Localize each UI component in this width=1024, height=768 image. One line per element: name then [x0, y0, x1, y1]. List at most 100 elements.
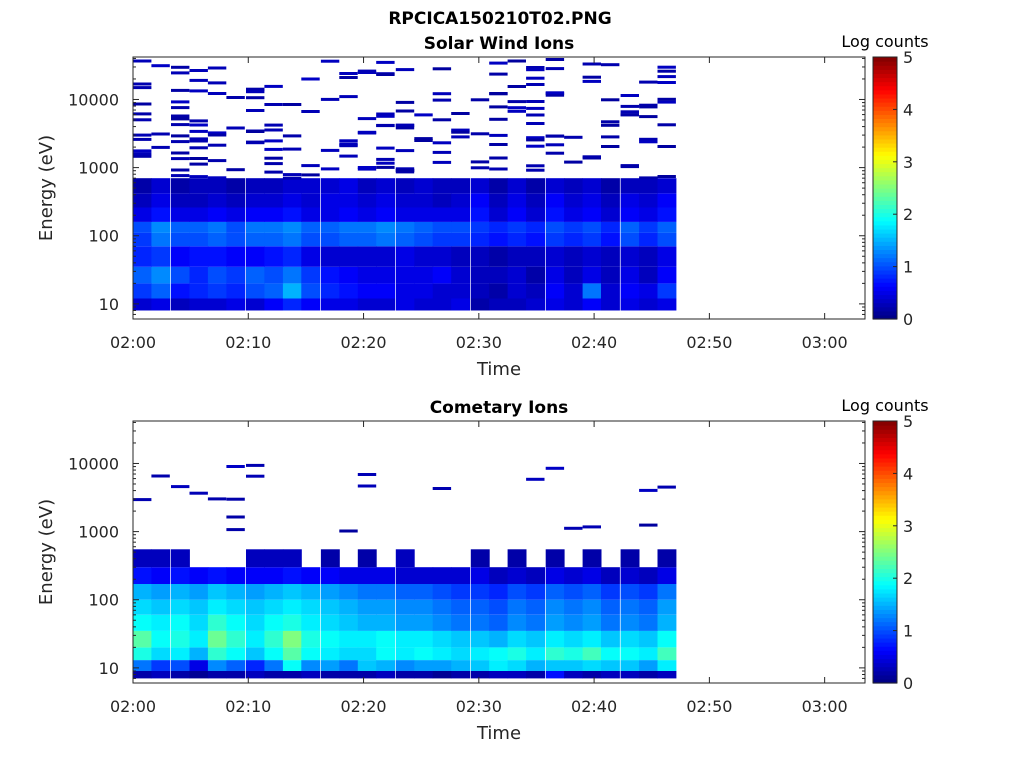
sparse-count-line [526, 68, 545, 72]
heatmap-cell [171, 599, 190, 615]
heatmap-cell [489, 246, 509, 267]
heatmap-cell [207, 647, 227, 661]
heatmap-cell [545, 221, 565, 233]
heatmap-cell [620, 567, 640, 584]
heatmap-cell [470, 584, 490, 600]
colorbar-step [873, 61, 897, 66]
heatmap-cell [564, 266, 583, 284]
heatmap-cell [339, 246, 359, 267]
heatmap-cell [526, 266, 545, 284]
heatmap-cell [601, 232, 620, 247]
sparse-count-line [264, 156, 283, 160]
heatmap-cell [320, 266, 340, 284]
colorbar-step [873, 89, 897, 95]
colorbar-step [873, 192, 897, 197]
sparse-count-line [189, 139, 208, 143]
sparse-count-line [657, 145, 676, 148]
heatmap-cell [357, 221, 377, 233]
heatmap-cell [339, 647, 359, 661]
heatmap-cell [489, 283, 509, 299]
heatmap-cell [526, 193, 545, 208]
y-tick-label: 1000 [78, 159, 119, 178]
heatmap-cell [133, 549, 152, 568]
sparse-count-line [657, 69, 676, 73]
heatmap-cell [620, 549, 640, 568]
sparse-count-line [246, 96, 265, 100]
colorbar-tick-label: 3 [903, 153, 913, 172]
sparse-count-line [189, 175, 208, 179]
heatmap-cell [545, 232, 565, 247]
heatmap-cell [489, 614, 509, 631]
sparse-count-line [451, 135, 470, 139]
sparse-count-line [151, 474, 170, 478]
heatmap-cell [151, 599, 171, 615]
sparse-count-line [189, 157, 208, 160]
heatmap-cell [564, 647, 583, 661]
sparse-count-line [545, 91, 565, 95]
heatmap-cell [414, 671, 434, 679]
sparse-count-line [282, 176, 302, 180]
heatmap-cell [282, 671, 302, 679]
heatmap-cell [414, 584, 434, 600]
sparse-count-line [246, 90, 265, 94]
heatmap-cell [301, 266, 321, 284]
colorbar-step [873, 282, 897, 287]
colorbar-step [873, 269, 897, 275]
sparse-count-line [171, 174, 190, 178]
heatmap-cell [376, 221, 396, 233]
colorbar-step [873, 584, 897, 590]
heatmap-cell [395, 193, 415, 208]
sparse-count-line [620, 110, 639, 114]
heatmap-cell [151, 567, 171, 584]
sparse-count-line [639, 176, 658, 180]
colorbar-step [873, 605, 897, 610]
colorbar-step [873, 220, 897, 226]
sparse-count-line [320, 59, 340, 63]
sparse-count-line [620, 94, 639, 97]
sparse-count-line [564, 526, 583, 530]
x-tick-label: 02:00 [110, 333, 156, 352]
colorbar-step [873, 163, 897, 169]
sparse-count-line [489, 72, 508, 76]
sparse-count-line [189, 146, 208, 150]
heatmap-cell [376, 266, 396, 284]
heatmap-cell [189, 298, 209, 311]
heatmap-cell [282, 283, 302, 299]
heatmap-cell [264, 660, 284, 671]
heatmap-cell [246, 614, 265, 631]
heatmap-cell [133, 266, 152, 284]
colorbar-step [873, 421, 897, 426]
sparse-count-line [376, 123, 395, 127]
heatmap-cell [339, 599, 359, 615]
heatmap-cell [414, 193, 434, 208]
x-tick-label: 02:50 [686, 697, 732, 716]
heatmap-cell [133, 221, 152, 233]
colorbar-step [873, 179, 897, 185]
sparse-count-line [582, 525, 601, 529]
heatmap-cell [376, 283, 396, 299]
heatmap-cell [564, 221, 583, 233]
heatmap-cell [171, 193, 190, 208]
heatmap-cell [133, 630, 152, 648]
colorbar-step [873, 506, 897, 512]
sparse-count-line [226, 515, 245, 519]
y-axis-label: Energy (eV) [36, 135, 57, 241]
heatmap-cell [507, 178, 527, 194]
heatmap-cell [432, 599, 452, 615]
heatmap-cell [301, 614, 321, 631]
sparse-count-line [133, 118, 152, 122]
colorbar-step [873, 461, 897, 467]
heatmap-cell [564, 630, 583, 648]
heatmap-cell [357, 549, 377, 568]
heatmap-cell [339, 584, 359, 600]
heatmap-cell [545, 549, 565, 568]
heatmap-cell [207, 232, 227, 247]
heatmap-cell [171, 584, 190, 600]
heatmap-cell [545, 584, 565, 600]
heatmap-cell [601, 207, 620, 222]
heatmap-cell [526, 207, 545, 222]
colorbar-step [873, 502, 897, 508]
heatmap-cell [264, 207, 284, 222]
heatmap-cell [470, 178, 490, 194]
heatmap-cell [207, 298, 227, 311]
